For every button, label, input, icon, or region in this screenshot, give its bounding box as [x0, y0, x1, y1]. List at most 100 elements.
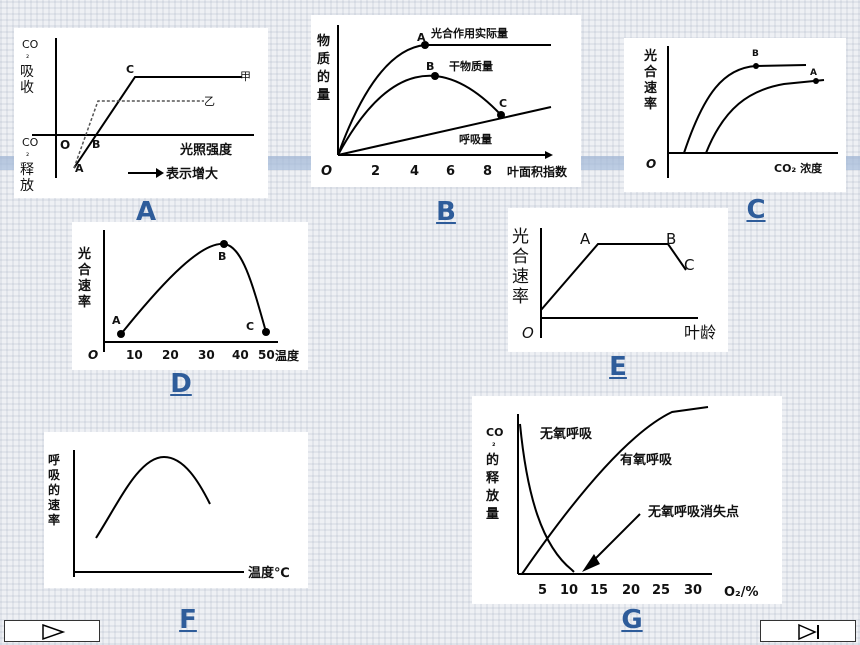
graph-d-tick-50: 50: [258, 348, 275, 362]
graph-a-ylabel-top-0: CO: [22, 38, 39, 51]
graph-a-legend-arrowhead-icon: [156, 168, 164, 178]
graph-g-panel: CO ₂ 的 释 放 量 5 10 15 20 25 30 O₂/% 无氧呼吸 …: [472, 396, 782, 604]
graph-c-ylabel-3: 率: [644, 96, 657, 112]
graph-g-tick-5: 5: [538, 583, 547, 598]
graph-e-curve: [540, 243, 687, 311]
graph-d-marker-a: [117, 330, 125, 338]
graph-g-ylabel-1: ₂: [492, 439, 496, 448]
graph-f-ylabel-3: 速: [48, 497, 60, 512]
graph-b-point-a: A: [417, 31, 426, 44]
graph-d-point-b: B: [218, 250, 226, 263]
graph-e-ylabel-1: 合: [512, 247, 529, 267]
graph-g-label-anaerobic: 无氧呼吸: [539, 426, 593, 442]
graph-b-marker-c: [497, 111, 505, 119]
graph-a-ylabel-top-2: 吸: [20, 64, 34, 80]
graph-g-pointer-line: [587, 513, 641, 567]
graph-d-tick-10: 10: [126, 348, 143, 362]
graph-d-marker-c: [262, 328, 270, 336]
graph-b-ylabel-0: 物: [317, 33, 330, 49]
graph-a-ylabel-bot-0: CO: [22, 136, 39, 149]
graph-b-tick-6: 6: [446, 164, 455, 179]
graph-d-tick-20: 20: [162, 348, 179, 362]
graph-g-xlabel: O₂/%: [724, 585, 759, 600]
graph-d-ylabel-2: 速: [78, 278, 91, 294]
graph-c-marker-a: [813, 78, 819, 84]
end-icon: [798, 623, 819, 641]
graph-b-ylabel-1: 质: [317, 51, 330, 67]
graph-a-legend-text: 表示增大: [165, 166, 218, 182]
graph-d-tick-40: 40: [232, 348, 249, 362]
graph-g-tick-30: 30: [684, 583, 702, 598]
graph-g-ylabel-2: 的: [486, 452, 499, 468]
graph-b-curve-actual: [337, 44, 551, 156]
graph-c-xlabel: CO₂ 浓度: [774, 161, 823, 175]
graph-c-ylabel-1: 合: [644, 64, 658, 80]
graph-d-point-c: C: [246, 320, 254, 333]
graph-c-curve-a: [705, 79, 825, 154]
last-slide-button[interactable]: [760, 620, 856, 642]
graph-a-ylabel-bot-2: 释: [20, 162, 34, 178]
graph-b-ylabel-3: 量: [317, 88, 330, 103]
graph-f-ylabel-1: 吸: [48, 468, 61, 482]
graph-d-origin: O: [88, 348, 98, 362]
graph-e-origin: O: [522, 324, 534, 342]
graph-c-svg: 光 合 速 率 O CO₂ 浓度 B A: [643, 46, 838, 178]
graph-c-curve-b: [683, 64, 807, 154]
graph-e-panel: 光 合 速 率 O 叶龄 A B C: [508, 208, 728, 352]
graph-a-point-c: C: [126, 63, 134, 76]
graph-b-tick-8: 8: [483, 164, 492, 179]
graph-g-curve-anaerobic: [519, 423, 575, 573]
graph-b-label-resp: 呼吸量: [459, 132, 492, 146]
graph-e-point-a: A: [580, 230, 591, 248]
graph-g-pointer-arrowhead-icon: [582, 554, 600, 572]
graph-g-svg: CO ₂ 的 释 放 量 5 10 15 20 25 30 O₂/% 无氧呼吸 …: [485, 406, 759, 600]
graph-d-caption: D: [170, 369, 192, 399]
graph-f-xlabel: 温度℃: [248, 565, 290, 581]
graph-g-label-aerobic: 有氧呼吸: [620, 452, 673, 468]
graph-e-xlabel: 叶龄: [684, 323, 716, 342]
graph-d-point-a: A: [112, 314, 121, 327]
graph-f-panel: 呼 吸 的 速 率 温度℃: [44, 432, 308, 588]
graph-g-label-vanish: 无氧呼吸消失点: [647, 504, 739, 520]
graph-g-ylabel-4: 放: [485, 488, 500, 504]
graph-b-label-dry: 干物质量: [449, 59, 493, 73]
graph-g-tick-20: 20: [622, 583, 640, 598]
graph-b-point-c: C: [499, 97, 507, 110]
graph-d-svg: 光 合 速 率 O 10 20 30 40 50 温度 A B C: [77, 230, 300, 363]
graph-f-ylabel-4: 率: [48, 512, 60, 527]
graph-d-curve: [120, 242, 267, 335]
graph-b-xlabel: 叶面积指数: [507, 164, 568, 179]
graph-b-ylabel-2: 的: [317, 69, 330, 85]
graph-g-ylabel-0: CO: [486, 426, 503, 439]
graph-b-marker-b: [431, 72, 439, 80]
graph-a-ylabel-top-1: ₂: [26, 51, 29, 60]
graph-a-panel: CO ₂ 吸 收 CO ₂ 释 放 O 光照强度 A B C 甲 乙 表示增大: [14, 28, 268, 198]
graph-f-ylabel-0: 呼: [48, 452, 60, 467]
graph-a-curve-jia: [73, 76, 242, 169]
graph-e-point-c: C: [684, 256, 694, 274]
graph-e-point-b: B: [666, 230, 676, 248]
graph-f-svg: 呼 吸 的 速 率 温度℃: [48, 450, 290, 581]
graph-a-curve-yi: [73, 100, 204, 169]
graph-a-caption: A: [135, 197, 157, 227]
graph-a-ylabel-bot-3: 放: [20, 178, 34, 194]
graph-a-point-b: B: [92, 138, 100, 151]
graph-a-point-a: A: [75, 162, 84, 175]
next-slide-button[interactable]: [4, 620, 100, 642]
graph-g-tick-10: 10: [560, 583, 578, 598]
graph-e-ylabel-3: 率: [512, 287, 529, 307]
graph-g-caption: G: [621, 605, 643, 635]
graph-c-ylabel-0: 光: [643, 48, 657, 64]
graph-a-series-jia: 甲: [240, 70, 251, 83]
graph-c-caption: C: [746, 195, 766, 225]
graph-d-xlabel: 温度: [275, 348, 300, 363]
graph-e-ylabel-2: 速: [512, 267, 529, 287]
graph-b-point-b: B: [426, 60, 434, 73]
graph-d-ylabel-3: 率: [78, 294, 91, 310]
graph-b-x-arrow-icon: [545, 151, 553, 159]
graph-c-panel: 光 合 速 率 O CO₂ 浓度 B A: [624, 38, 846, 192]
graph-b-tick-2: 2: [371, 164, 380, 179]
graph-a-origin: O: [60, 138, 70, 152]
graph-b-origin: O: [321, 164, 332, 179]
graph-d-marker-b: [220, 240, 228, 248]
